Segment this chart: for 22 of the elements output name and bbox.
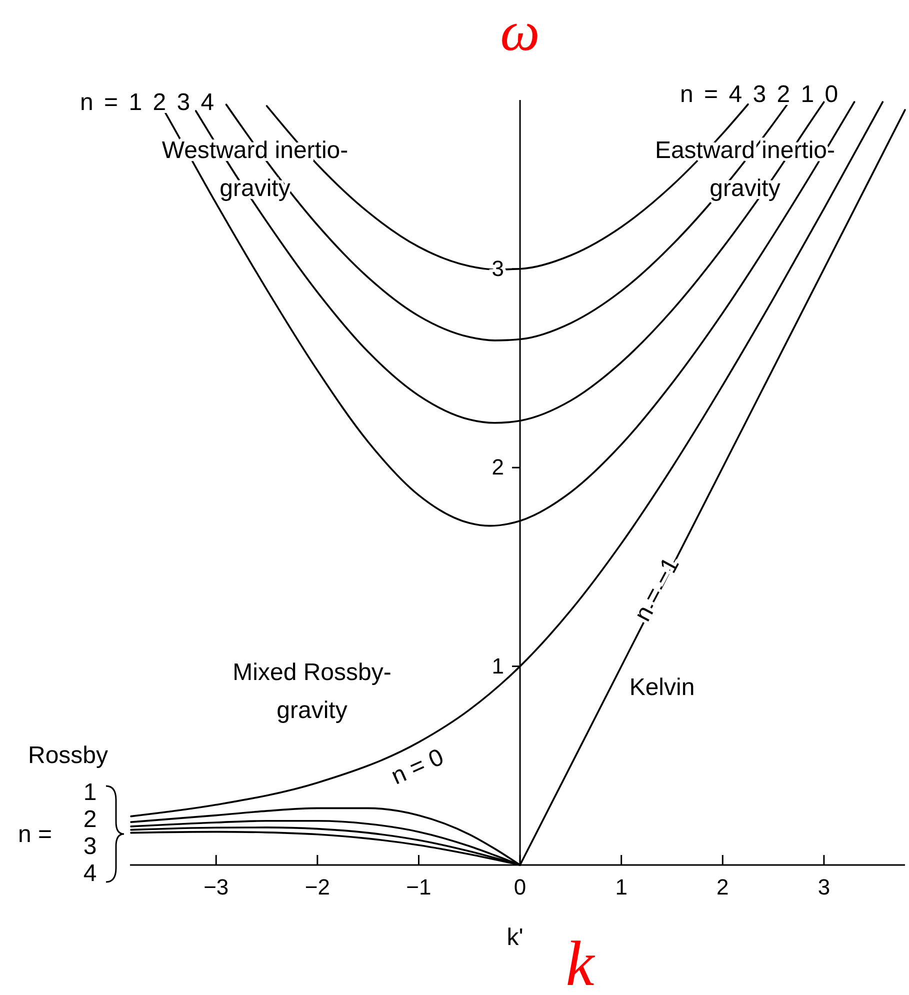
text: 4: [83, 860, 97, 887]
annotation: n = 1 2 3 4: [80, 89, 214, 116]
text: Rossby: [28, 742, 108, 769]
annotation: Kelvin: [629, 674, 695, 701]
x-tick-label: 1: [615, 874, 628, 900]
y-tick-label: 1: [492, 653, 504, 678]
x-tick-label: 3: [818, 874, 830, 900]
x-tick-label: 0: [514, 874, 526, 900]
x-tick-label: 2: [716, 874, 729, 900]
y-tick-label: 2: [492, 454, 504, 480]
annotation: n = 4 3 2 1 0: [680, 81, 838, 108]
chart-title: ω: [500, 1, 540, 63]
text: 3: [83, 833, 97, 860]
annotation: n = 0: [387, 744, 448, 790]
x-axis-title: k: [566, 928, 596, 995]
text: 2: [83, 806, 97, 833]
text: n =: [18, 821, 52, 848]
x-tick-label: −1: [406, 874, 432, 900]
text: 1: [83, 779, 97, 806]
x-tick-label: −3: [204, 874, 229, 900]
x-tick-label: −2: [304, 874, 330, 900]
text: k': [506, 924, 524, 951]
